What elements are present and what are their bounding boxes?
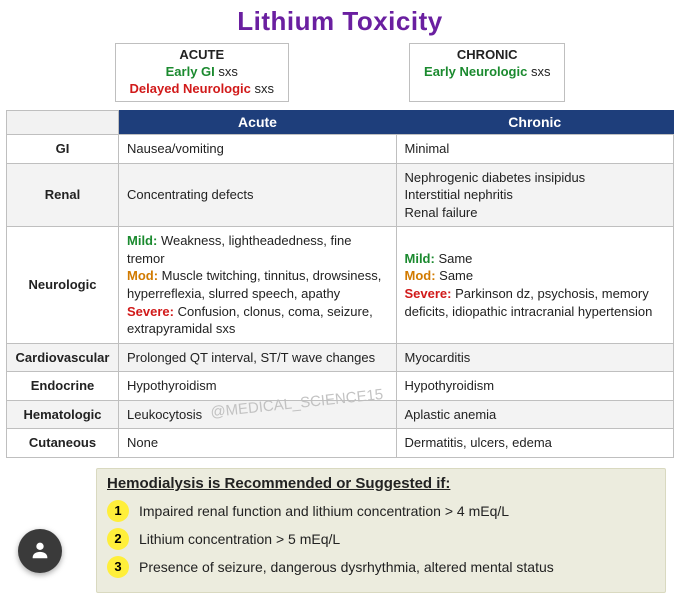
table-row: Neurologic Mild: Weakness, lightheadedne… [7,227,674,343]
summary-acute-red: Delayed Neurologic [130,81,251,96]
cell-endo-acute: Hypothyroidism [119,372,397,401]
avatar-fab-button[interactable] [18,529,62,573]
row-label-neuro: Neurologic [7,227,119,343]
hd-text-2: Lithium concentration > 5 mEq/L [139,531,340,547]
row-label-gi: GI [7,135,119,164]
table-blank-corner [7,110,119,135]
summary-acute-line2: Early GI sxs [130,64,275,81]
cell-neuro-acute: Mild: Weakness, lightheadedness, fine tr… [119,227,397,343]
page-title: Lithium Toxicity [6,6,674,37]
hd-item: 3 Presence of seizure, dangerous dysrhyt… [107,556,655,578]
summary-acute-green: Early GI [166,64,215,79]
summary-acute: ACUTE Early GI sxs Delayed Neurologic sx… [115,43,290,102]
table-row: Renal Concentrating defects Nephrogenic … [7,163,674,227]
summary-acute-heading: ACUTE [130,47,275,64]
cell-heme-acute: Leukocytosis [119,400,397,429]
hd-item: 2 Lithium concentration > 5 mEq/L [107,528,655,550]
cell-renal-chronic: Nephrogenic diabetes insipidus Interstit… [396,163,674,227]
cell-gi-acute: Nausea/vomiting [119,135,397,164]
row-label-cardio: Cardiovascular [7,343,119,372]
hd-num-2: 2 [107,528,129,550]
cell-neuro-chronic: Mild: Same Mod: Same Severe: Parkinson d… [396,227,674,343]
summary-acute-line3: Delayed Neurologic sxs [130,81,275,98]
summary-row: ACUTE Early GI sxs Delayed Neurologic sx… [6,43,674,102]
table-row: Cardiovascular Prolonged QT interval, ST… [7,343,674,372]
summary-chronic-line2: Early Neurologic sxs [424,64,550,81]
row-label-endo: Endocrine [7,372,119,401]
cell-cardio-chronic: Myocarditis [396,343,674,372]
hemodialysis-box: Hemodialysis is Recommended or Suggested… [96,468,666,593]
cell-heme-chronic: Aplastic anemia [396,400,674,429]
comparison-table: Acute Chronic GI Nausea/vomiting Minimal… [6,110,674,458]
hd-text-3: Presence of seizure, dangerous dysrhythm… [139,559,554,575]
hd-text-1: Impaired renal function and lithium conc… [139,503,509,519]
row-label-heme: Hematologic [7,400,119,429]
table-col-chronic: Chronic [396,110,674,135]
cell-endo-chronic: Hypothyroidism [396,372,674,401]
hd-item: 1 Impaired renal function and lithium co… [107,500,655,522]
row-label-renal: Renal [7,163,119,227]
table-row: Cutaneous None Dermatitis, ulcers, edema [7,429,674,458]
hd-num-3: 3 [107,556,129,578]
table-col-acute: Acute [119,110,397,135]
table-row: Endocrine Hypothyroidism Hypothyroidism [7,372,674,401]
cell-cutaneous-chronic: Dermatitis, ulcers, edema [396,429,674,458]
summary-chronic-green: Early Neurologic [424,64,527,79]
person-icon [29,539,51,564]
table-row: Hematologic Leukocytosis Aplastic anemia [7,400,674,429]
document-page: Lithium Toxicity ACUTE Early GI sxs Dela… [0,0,680,593]
cell-renal-acute: Concentrating defects [119,163,397,227]
table-row: GI Nausea/vomiting Minimal [7,135,674,164]
cell-cardio-acute: Prolonged QT interval, ST/T wave changes [119,343,397,372]
summary-chronic: CHRONIC Early Neurologic sxs [409,43,565,102]
row-label-cutaneous: Cutaneous [7,429,119,458]
hd-title: Hemodialysis is Recommended or Suggested… [107,475,655,492]
cell-cutaneous-acute: None [119,429,397,458]
summary-chronic-heading: CHRONIC [424,47,550,64]
cell-gi-chronic: Minimal [396,135,674,164]
hd-num-1: 1 [107,500,129,522]
